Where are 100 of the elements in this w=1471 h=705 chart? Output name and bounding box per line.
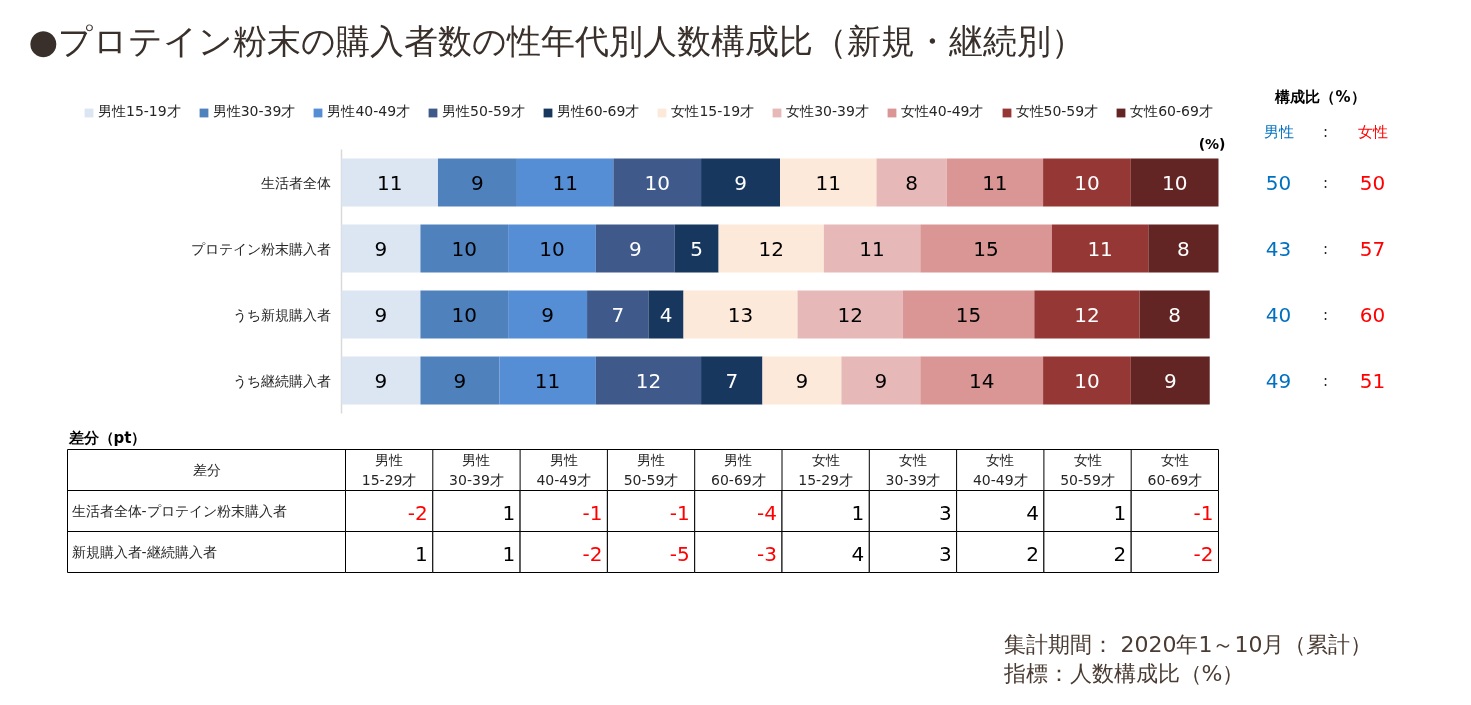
- x-tick-label: 男性: [1263, 122, 1294, 141]
- bar: [701, 356, 763, 405]
- y-tick-label: 生活者全体: [260, 174, 331, 191]
- text: 指標：人数構成比（%）: [1002, 661, 1245, 686]
- bar: [1130, 356, 1210, 405]
- y-tick-label: 生活者全体-プロテイン粉末購入者: [71, 503, 287, 519]
- data-label: 2: [1113, 542, 1127, 566]
- bar: [823, 224, 921, 273]
- legend-label: 男性15-19才: [98, 102, 181, 121]
- y-tick-label: うち新規購入者: [232, 306, 331, 323]
- bar: [1043, 158, 1131, 207]
- data-label: 1: [415, 542, 428, 566]
- data-label: 9: [874, 368, 888, 393]
- bar: [797, 290, 903, 339]
- data-label: 10: [1074, 170, 1100, 195]
- bar: [946, 158, 1044, 207]
- data-label: 10: [1161, 170, 1188, 195]
- chart-title: ●プロテイン粉末の購入者数の性年代別人数構成比（新規・継続別）: [28, 20, 1086, 61]
- data-label: 51: [1359, 368, 1386, 393]
- data-label: 50: [1265, 170, 1292, 195]
- bar: [718, 224, 824, 273]
- data-label: 8: [905, 170, 918, 195]
- legend-label: 男性30-39才: [212, 102, 296, 121]
- bar: [595, 224, 675, 273]
- bar: [341, 158, 438, 207]
- data-label: 12: [837, 302, 863, 327]
- data-label: -1: [1193, 501, 1214, 525]
- data-label: 1: [502, 542, 516, 566]
- data-label: -3: [757, 542, 778, 566]
- data-label: -2: [407, 501, 428, 525]
- data-label: 5: [690, 236, 704, 261]
- legend-label: 男性60-69才: [556, 102, 640, 121]
- bar: [841, 356, 921, 405]
- data-label: -5: [669, 542, 690, 566]
- data-label: 9: [374, 368, 388, 393]
- data-label: -2: [1193, 542, 1214, 566]
- bar: [437, 158, 517, 207]
- data-label: 4: [659, 302, 673, 327]
- y-tick-label: うち継続購入者: [232, 372, 331, 389]
- bar: [701, 158, 780, 207]
- data-label: 11: [552, 170, 578, 195]
- bar: [613, 158, 702, 207]
- data-label: 4: [851, 542, 865, 566]
- x-tick-label: 男性 15-29才: [361, 452, 417, 488]
- data-label: 9: [1163, 368, 1177, 393]
- data-label: 10: [451, 302, 478, 327]
- legend-label: 女性40-49才: [900, 102, 984, 121]
- data-label: 7: [725, 368, 739, 393]
- data-label: 11: [982, 170, 1008, 195]
- x-tick-label: 男性 30-39才: [449, 452, 504, 488]
- data-label: 15: [955, 302, 982, 327]
- x-tick-label: 女性: [1357, 122, 1388, 141]
- data-label: 10: [1074, 368, 1100, 393]
- legend-label: 女性50-59才: [1015, 102, 1099, 121]
- data-label: 9: [453, 368, 467, 393]
- text: 集計期間： 2020年1～10月（累計）: [1003, 632, 1373, 657]
- legend-label: 女性30-39才: [786, 102, 869, 121]
- data-label: 10: [539, 236, 565, 261]
- bar: [420, 290, 509, 339]
- data-label: 11: [815, 170, 841, 195]
- data-label: 11: [534, 368, 561, 393]
- data-label: 9: [471, 170, 484, 195]
- legend-label: 男性50-59才: [442, 102, 525, 121]
- bar: [902, 290, 1035, 339]
- text: 差分（pt）: [67, 428, 147, 447]
- data-label: -4: [757, 501, 778, 525]
- bar: [1051, 224, 1149, 273]
- bar: [920, 356, 1044, 405]
- legend-label: 女性15-19才: [671, 102, 755, 121]
- annotation: :: [1322, 173, 1329, 192]
- data-label: 15: [973, 236, 999, 261]
- y-tick-label: プロテイン粉末購入者: [190, 240, 331, 257]
- data-label: 11: [1087, 236, 1113, 261]
- bar: [920, 224, 1052, 273]
- x-tick-label: 女性 60-69才: [1147, 452, 1203, 488]
- data-label: 3: [938, 501, 952, 525]
- annotation: (%): [1198, 135, 1226, 152]
- data-label: 9: [374, 302, 388, 327]
- data-label: 60: [1359, 302, 1386, 327]
- annotation: :: [1322, 305, 1329, 324]
- chart-title: 構成比（%）: [1274, 87, 1366, 106]
- bar: [1139, 290, 1210, 339]
- bar: [516, 158, 614, 207]
- y-tick-label: 新規購入者-継続購入者: [71, 544, 217, 560]
- bar: [508, 290, 588, 339]
- data-label: 3: [938, 542, 952, 566]
- bar: [341, 224, 421, 273]
- data-label: -1: [669, 501, 690, 525]
- bar: [420, 356, 500, 405]
- annotation: :: [1322, 371, 1329, 390]
- data-label: 14: [968, 368, 995, 393]
- text: :: [1322, 122, 1329, 141]
- x-tick-label: 男性 40-49才: [536, 452, 592, 488]
- bar: [780, 158, 877, 207]
- data-label: 49: [1265, 368, 1292, 393]
- bar: [341, 356, 421, 405]
- x-tick-label: 男性 60-69才: [711, 452, 766, 488]
- data-label: 2: [1026, 542, 1039, 566]
- x-tick-label: 女性 30-39才: [885, 452, 941, 488]
- data-label: 40: [1265, 302, 1292, 327]
